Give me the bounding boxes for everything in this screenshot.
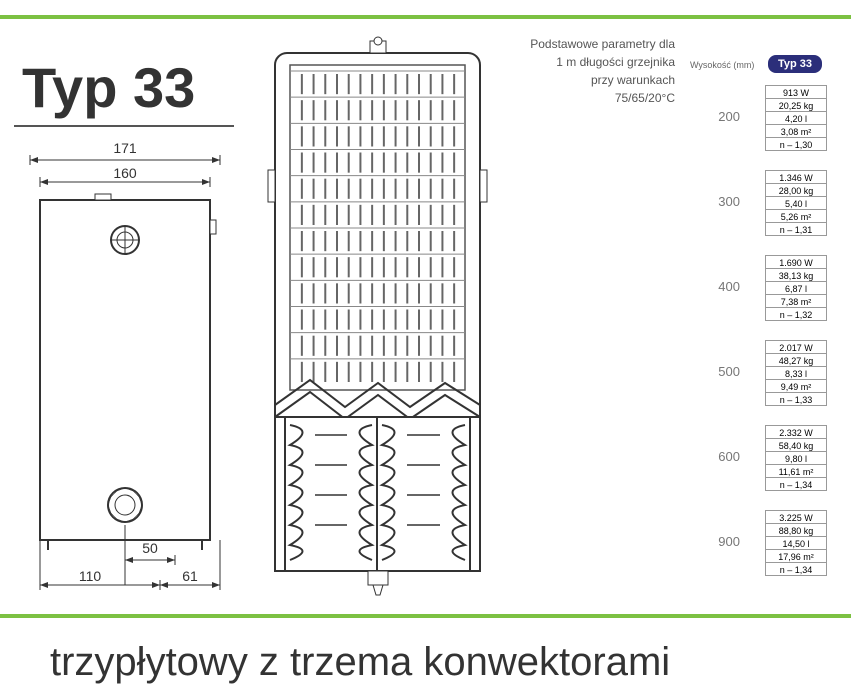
dim-61: 61 — [175, 568, 205, 584]
param-cell: n – 1,34 — [765, 477, 827, 491]
param-cell: 5,26 m² — [765, 209, 827, 223]
height-label: 400 — [700, 279, 740, 294]
desc-line: 75/65/20°C — [500, 89, 675, 107]
param-cell: n – 1,34 — [765, 562, 827, 576]
height-label: 500 — [700, 364, 740, 379]
param-cell: 1.346 W — [765, 170, 827, 184]
param-cell: 2.017 W — [765, 340, 827, 354]
param-cell: 28,00 kg — [765, 183, 827, 197]
param-cell: 6,87 l — [765, 281, 827, 295]
desc-line: 1 m długości grzejnika — [500, 53, 675, 71]
desc-line: przy warunkach — [500, 71, 675, 89]
param-cell: n – 1,33 — [765, 392, 827, 406]
param-cell: 48,27 kg — [765, 353, 827, 367]
param-cell: 14,50 l — [765, 536, 827, 550]
top-green-bar — [0, 15, 851, 19]
param-cell: 17,96 m² — [765, 549, 827, 563]
bottom-green-bar — [0, 614, 851, 618]
param-cell: 9,80 l — [765, 451, 827, 465]
dim-50: 50 — [135, 540, 165, 556]
subtitle: trzypłytowy z trzema konwektorami — [50, 640, 670, 685]
description-block: Podstawowe parametry dla 1 m długości gr… — [500, 35, 675, 107]
param-cell: 3,08 m² — [765, 124, 827, 138]
param-cell: 913 W — [765, 85, 827, 99]
height-label: 900 — [700, 534, 740, 549]
desc-line: Podstawowe parametry dla — [500, 35, 675, 53]
param-cell: 9,49 m² — [765, 379, 827, 393]
dimension-diagram: 171 160 50 110 61 — [20, 140, 240, 600]
param-cell: 20,25 kg — [765, 98, 827, 112]
param-cell: 58,40 kg — [765, 438, 827, 452]
param-cell: 1.690 W — [765, 255, 827, 269]
height-label: 200 — [700, 109, 740, 124]
param-cell: n – 1,32 — [765, 307, 827, 321]
param-cell: 3.225 W — [765, 510, 827, 524]
param-cell: 2.332 W — [765, 425, 827, 439]
param-cell: 8,33 l — [765, 366, 827, 380]
dim-160: 160 — [110, 165, 140, 181]
page-title: Typ 33 — [22, 55, 195, 120]
typ-badge: Typ 33 — [768, 55, 822, 73]
radiator-diagram — [260, 35, 495, 600]
radiator-svg — [260, 35, 495, 600]
height-label: 300 — [700, 194, 740, 209]
param-cell: 11,61 m² — [765, 464, 827, 478]
param-cell: 5,40 l — [765, 196, 827, 210]
title-underline — [14, 125, 234, 127]
height-label: 600 — [700, 449, 740, 464]
spec-header-label: Wysokość (mm) — [690, 60, 754, 70]
param-cell: 7,38 m² — [765, 294, 827, 308]
param-cell: 4,20 l — [765, 111, 827, 125]
param-cell: 38,13 kg — [765, 268, 827, 282]
param-cell: n – 1,30 — [765, 137, 827, 151]
dim-171: 171 — [110, 140, 140, 156]
param-cell: 88,80 kg — [765, 523, 827, 537]
dim-110: 110 — [70, 568, 110, 584]
dimension-svg — [20, 140, 240, 600]
param-cell: n – 1,31 — [765, 222, 827, 236]
